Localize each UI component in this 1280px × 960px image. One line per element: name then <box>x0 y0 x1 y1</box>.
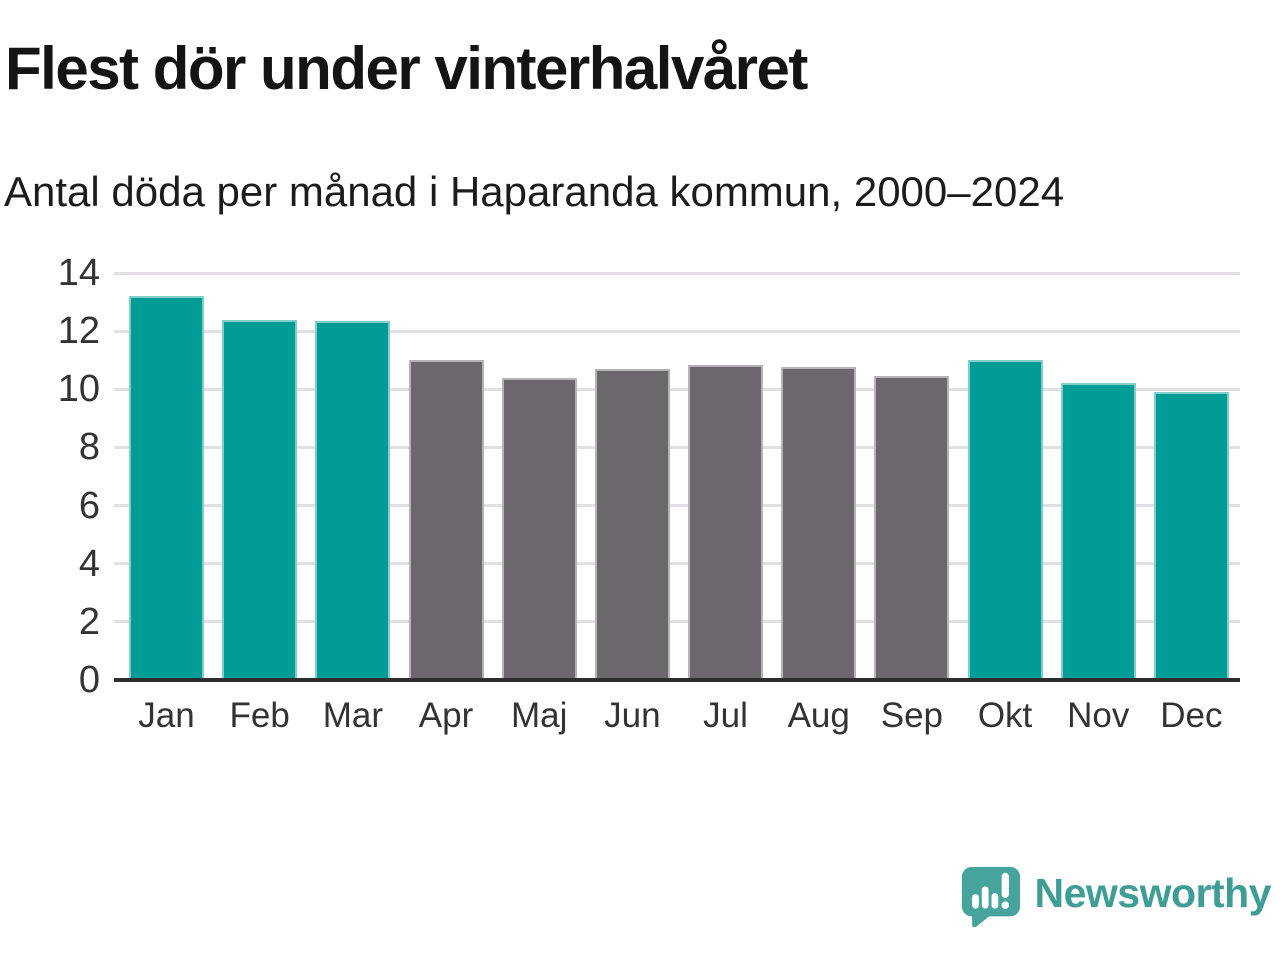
bar-jan <box>129 296 204 680</box>
y-axis-tick-label: 12 <box>57 310 100 353</box>
x-axis-tick-label: Okt <box>977 696 1033 735</box>
gridline <box>114 562 1240 566</box>
x-axis-tick-label: Jun <box>604 696 661 735</box>
x-axis-tick-label: Nov <box>1067 696 1130 735</box>
gridline <box>114 620 1240 624</box>
x-axis-tick-label: Aug <box>787 696 850 735</box>
bar-column-jul: Jul <box>688 273 764 735</box>
gridline <box>114 329 1240 333</box>
newsworthy-logo[interactable]: Newsworthy <box>960 865 1272 927</box>
bar-column-dec: Dec <box>1153 273 1229 735</box>
plot-area: Jan Feb Mar Apr Maj Jun Jul Aug Sep Okt Nov Dec <box>114 271 1240 735</box>
bar-column-apr: Apr <box>408 273 484 735</box>
bar-dec <box>1153 392 1229 680</box>
y-axis-tick-label: 6 <box>78 484 100 527</box>
bar-feb <box>222 319 298 680</box>
x-axis-tick-label: Sep <box>880 696 944 735</box>
bar-column-mar: Mar <box>315 273 391 735</box>
y-axis-tick-label: 14 <box>57 252 100 294</box>
newsworthy-logo-icon <box>960 865 1022 927</box>
bar-column-okt: Okt <box>967 273 1043 735</box>
x-axis-tick-label: Dec <box>1160 696 1223 735</box>
bar-okt <box>967 360 1043 680</box>
x-axis-tick-label: Feb <box>229 696 290 735</box>
x-axis-tick-label: Jul <box>703 696 748 735</box>
bar-column-nov: Nov <box>1060 273 1136 735</box>
y-axis-tick-label: 10 <box>57 368 100 411</box>
bar-aug <box>781 367 857 680</box>
gridline <box>114 271 1240 275</box>
y-axis-tick-label: 8 <box>78 426 100 469</box>
bar-column-jan: Jan <box>129 273 204 735</box>
gridline <box>114 445 1240 449</box>
newsworthy-brand-text: Newsworthy <box>1034 869 1272 916</box>
bar-jul <box>688 364 764 680</box>
gridline <box>114 504 1240 508</box>
y-axis-tick-label: 0 <box>78 659 100 701</box>
bar-column-maj: Maj <box>501 273 577 735</box>
bar-column-sep: Sep <box>874 273 950 735</box>
bar-mar <box>315 320 391 680</box>
y-axis-tick-label: 2 <box>78 600 100 643</box>
bar-maj <box>501 377 577 680</box>
bar-jun <box>594 368 670 680</box>
chart-subtitle: Antal döda per månad i Haparanda kommun,… <box>4 168 1065 215</box>
bar-apr <box>408 360 484 680</box>
bars-row: Jan Feb Mar Apr Maj Jun Jul Aug Sep Okt Nov Dec <box>114 273 1240 735</box>
bar-sep <box>874 376 950 680</box>
y-axis-tick-label: 4 <box>78 542 100 585</box>
x-axis-baseline <box>114 678 1240 682</box>
x-axis-tick-label: Maj <box>510 696 568 735</box>
bar-column-aug: Aug <box>781 273 857 735</box>
bar-column-feb: Feb <box>222 273 298 735</box>
bar-column-jun: Jun <box>594 273 670 735</box>
y-axis: 0 2 4 6 8 10 12 14 <box>28 254 100 699</box>
x-axis-tick-label: Mar <box>322 696 383 735</box>
chart-title: Flest dör under vinterhalvåret <box>5 35 808 102</box>
x-axis-tick-label: Apr <box>418 696 474 735</box>
x-axis-tick-label: Jan <box>138 696 195 735</box>
bar-nov <box>1060 383 1136 680</box>
gridline <box>114 387 1240 391</box>
